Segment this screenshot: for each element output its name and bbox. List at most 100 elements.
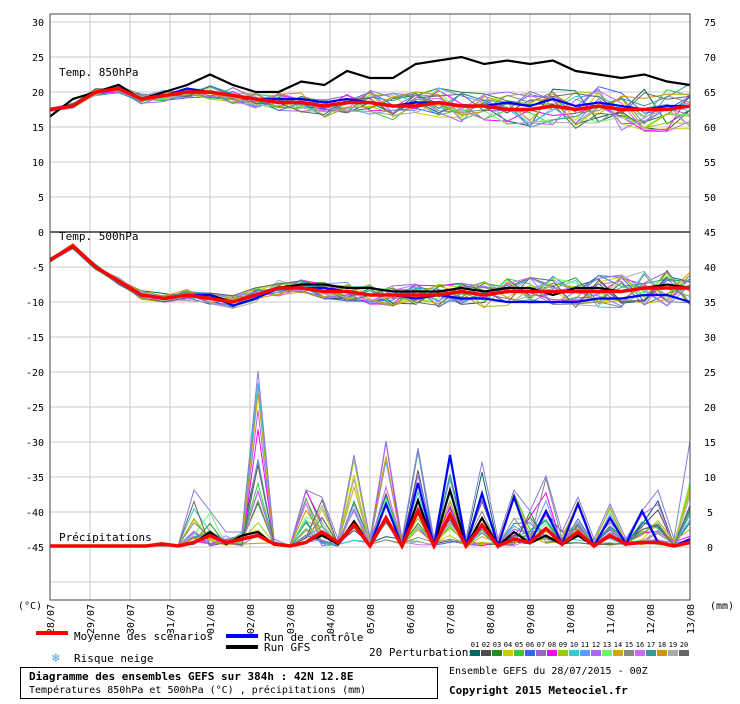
t500-perturbation-18: [49, 243, 691, 309]
pert-swatch: [657, 650, 667, 656]
left-tick-label: 20: [32, 88, 44, 99]
left-tick-label: -5: [32, 263, 44, 274]
x-date-label: 02/08: [246, 604, 257, 634]
pert-swatch: [602, 650, 612, 656]
left-tick-label: -35: [26, 473, 44, 484]
right-tick-label: 75: [704, 18, 716, 29]
snowflake-icon: ❄: [51, 651, 60, 666]
right-tick-label: 10: [704, 473, 716, 484]
label-t500: Temp. 500hPa: [59, 230, 138, 243]
x-date-label: 01/08: [206, 604, 217, 634]
pert-number-label: 13: [603, 641, 611, 649]
pert-swatch: [580, 650, 590, 656]
pert-number-label: 16: [636, 641, 644, 649]
pert-swatch: [547, 650, 557, 656]
right-tick-label: 15: [704, 438, 716, 449]
x-date-label: 05/08: [366, 604, 377, 634]
pert-swatch: [591, 650, 601, 656]
x-date-label: 30/07: [126, 604, 137, 634]
pert-number-label: 07: [537, 641, 545, 649]
pert-number-label: 09: [559, 641, 567, 649]
x-date-label: 09/08: [526, 604, 537, 634]
right-axis-label: (mm): [710, 601, 734, 612]
pert-number-label: 08: [548, 641, 556, 649]
left-tick-label: 5: [38, 193, 44, 204]
chart-title: Diagramme des ensembles GEFS sur 384h : …: [29, 670, 354, 683]
series_t500-mean-line: [49, 243, 690, 304]
pert-swatch: [503, 650, 513, 656]
left-axis-label: (°C): [18, 601, 42, 612]
legend-mean-label: Moyenne des scénarios: [74, 630, 213, 643]
title-box: Diagramme des ensembles GEFS sur 384h : …: [20, 667, 438, 699]
pert-swatch: [668, 650, 678, 656]
right-tick-label: 65: [704, 88, 716, 99]
pert-number-label: 01: [471, 641, 479, 649]
x-date-label: 13/08: [686, 604, 697, 634]
legend-gfs-label: Run GFS: [264, 641, 310, 654]
x-date-label: 08/08: [486, 604, 497, 634]
series_precip-mean-line: [50, 506, 691, 551]
left-tick-label: -45: [26, 543, 44, 554]
pert-number-label: 12: [592, 641, 600, 649]
pert-swatch: [525, 650, 535, 656]
legend-snow-label: Risque neige: [74, 652, 153, 665]
label-t850: Temp. 850hPa: [59, 66, 138, 79]
pert-number-label: 02: [482, 641, 490, 649]
x-date-label: 28/07: [46, 604, 57, 634]
left-tick-label: 30: [32, 18, 44, 29]
pert-swatch: [679, 650, 689, 656]
x-date-label: 31/07: [166, 604, 177, 634]
left-tick-label: 0: [38, 228, 44, 239]
pert-number-label: 17: [647, 641, 655, 649]
pert-number-label: 20: [680, 641, 688, 649]
x-date-label: 06/08: [406, 604, 417, 634]
legend-control-label: Run de contrôle: [264, 631, 363, 644]
right-tick-label: 50: [704, 193, 716, 204]
right-tick-label: 55: [704, 158, 716, 169]
pert-swatch: [635, 650, 645, 656]
x-date-label: 11/08: [606, 604, 617, 634]
right-tick-label: 45: [704, 228, 716, 239]
x-date-label: 03/08: [286, 604, 297, 634]
pert-number-label: 10: [570, 641, 578, 649]
x-date-label: 29/07: [86, 604, 97, 634]
pert-swatch: [481, 650, 491, 656]
x-date-label: 10/08: [566, 604, 577, 634]
series_t850-gfs-line: [49, 55, 691, 118]
pert-number-label: 19: [669, 641, 677, 649]
right-tick-label: 20: [704, 403, 716, 414]
chart-subtitle: Températures 850hPa et 500hPa (°C) , pré…: [29, 685, 367, 696]
t500-perturbation-15: [49, 245, 691, 308]
right-tick-label: 25: [704, 368, 716, 379]
pert-swatch: [558, 650, 568, 656]
pert-number-label: 11: [581, 641, 589, 649]
right-tick-label: 40: [704, 263, 716, 274]
right-tick-label: 5: [707, 508, 713, 519]
series_t850-mean-line: [49, 86, 691, 112]
pert-number-label: 15: [625, 641, 633, 649]
left-tick-label: 15: [32, 123, 44, 134]
t850-perturbation-11: [49, 84, 691, 127]
run-info: Ensemble GEFS du 28/07/2015 - 00Z: [449, 666, 648, 677]
pert-swatch: [613, 650, 623, 656]
copyright: Copyright 2015 Meteociel.fr: [449, 684, 628, 697]
t500-perturbation-16: [49, 243, 691, 306]
pert-number-label: 14: [614, 641, 622, 649]
pert-swatch: [624, 650, 634, 656]
pert-number-label: 03: [493, 641, 501, 649]
left-tick-label: 10: [32, 158, 44, 169]
x-date-label: 04/08: [326, 604, 337, 634]
left-tick-label: -25: [26, 403, 44, 414]
x-date-label: 12/08: [646, 604, 657, 634]
pert-swatch: [470, 650, 480, 656]
pert-number-label: 18: [658, 641, 666, 649]
left-tick-label: -10: [26, 298, 44, 309]
pert-swatch: [514, 650, 524, 656]
pert-swatch: [492, 650, 502, 656]
left-tick-label: -20: [26, 368, 44, 379]
x-date-label: 07/08: [446, 604, 457, 634]
left-tick-label: -30: [26, 438, 44, 449]
plot-frame: [49, 13, 691, 601]
